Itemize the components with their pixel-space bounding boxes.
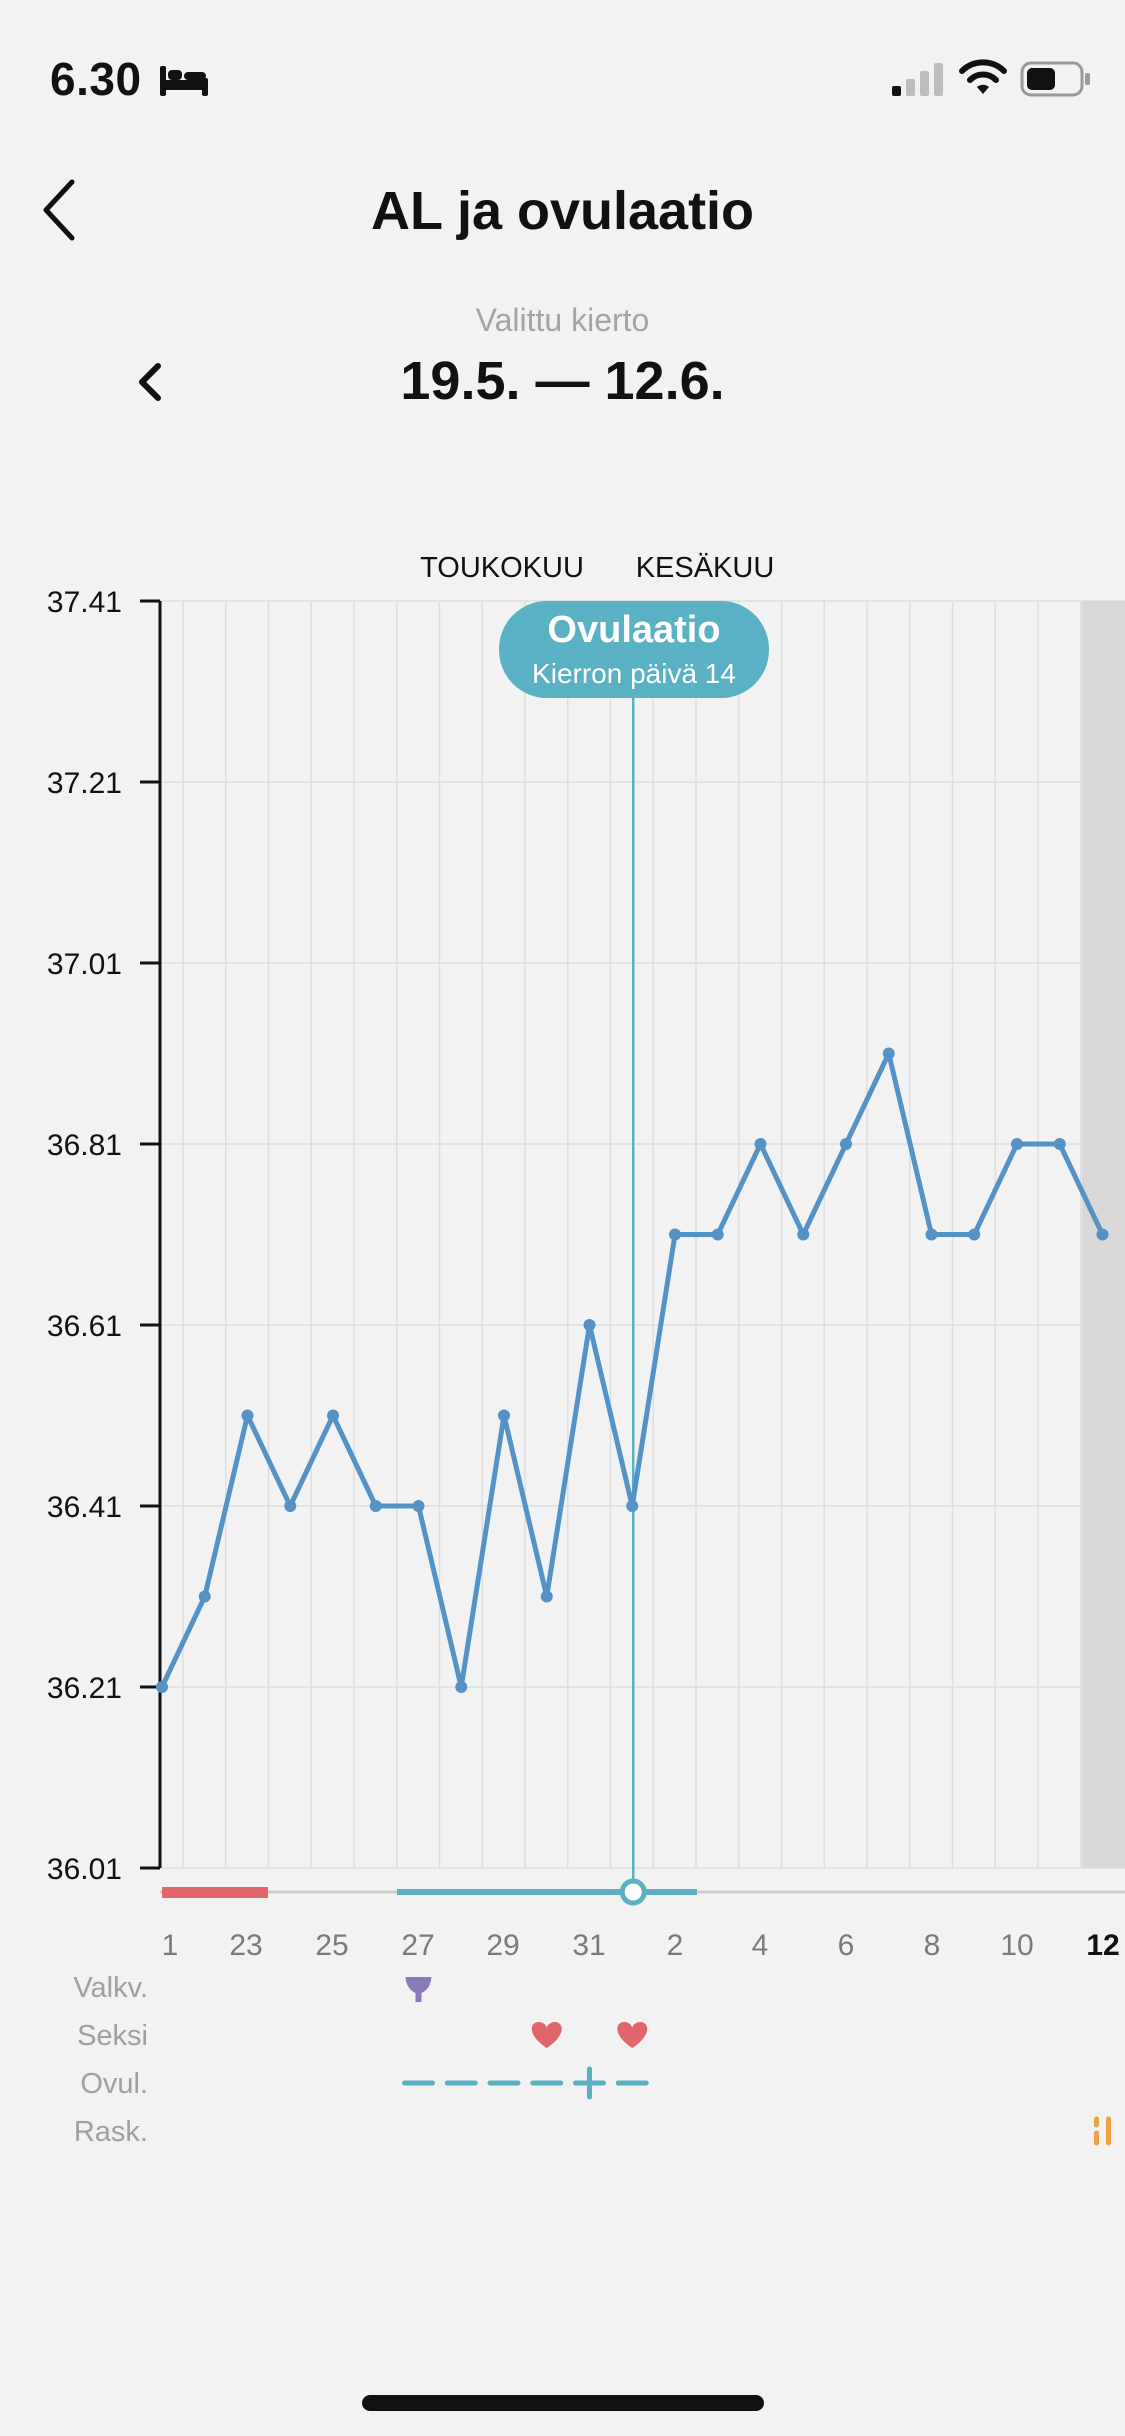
cycle-range: 19.5. — 12.6. (400, 351, 725, 411)
temperature-point (327, 1409, 339, 1422)
temperature-point (1011, 1138, 1023, 1150)
row-label: Rask. (74, 2116, 148, 2148)
pregnancy-test-icon (1094, 2116, 1111, 2146)
x-tick-label: 1 (162, 1929, 179, 1962)
x-tick-label: 8 (924, 1929, 941, 1962)
temperature-point (156, 1681, 168, 1693)
x-tick-label: 27 (401, 1929, 434, 1962)
ovulation-test-icon (573, 2066, 606, 2100)
y-tick-label: 36.01 (47, 1853, 122, 1886)
temperature-point (968, 1228, 981, 1241)
ovulation-bubble: Ovulaatio Kierron päivä 14 (499, 601, 769, 698)
home-indicator[interactable] (362, 2395, 764, 2411)
page-title: AL ja ovulaatio (370, 181, 755, 241)
temperature-chart[interactable]: 37.41 37.21 37.01 36.81 36.61 36.41 36.21 36.01… (0, 540, 1125, 2180)
temperature-point (882, 1047, 895, 1060)
chevron-left-icon (43, 179, 75, 241)
row-label: Valkv. (73, 1972, 148, 2004)
row-label: Ovul. (80, 2068, 148, 2100)
temperature-point (412, 1500, 425, 1512)
x-tick-label: 12 (1086, 1929, 1119, 1962)
temperature-point (711, 1228, 724, 1241)
temperature-point (198, 1590, 211, 1603)
heart-icon (617, 2022, 648, 2048)
temperature-point (540, 1590, 553, 1603)
y-tick-label: 36.21 (47, 1672, 122, 1705)
month-label: TOUKOKUU (420, 552, 584, 584)
x-tick-label: 10 (1000, 1929, 1033, 1962)
bed-icon (160, 66, 208, 96)
temperature-point (840, 1138, 852, 1150)
y-tick-label: 36.61 (47, 1310, 122, 1343)
month-label: KESÄKUU (636, 552, 775, 584)
temperature-point (669, 1228, 681, 1241)
ovulation-subtitle: Kierron päivä 14 (532, 658, 736, 689)
temperature-point (754, 1138, 767, 1150)
ovulation-handle (619, 1878, 647, 1906)
cervical-fluid-icon (405, 1977, 432, 2002)
temperature-point (369, 1500, 382, 1512)
temperature-point (925, 1228, 938, 1241)
back-button[interactable] (30, 170, 90, 250)
wifi-icon (959, 59, 1007, 94)
x-tick-label: 4 (752, 1929, 769, 1962)
temperature-point (626, 1500, 639, 1512)
heart-icon (531, 2022, 562, 2048)
x-tick-label: 2 (667, 1929, 684, 1962)
chevron-left-icon (139, 363, 161, 401)
y-tick-label: 37.41 (47, 586, 122, 619)
period-bar (162, 1887, 268, 1898)
signal-icon (892, 63, 943, 96)
y-tick-label: 36.41 (47, 1491, 122, 1524)
cycle-caption: Valittu kierto (475, 302, 650, 338)
temperature-point (797, 1228, 810, 1241)
previous-cycle-button[interactable] (126, 352, 176, 412)
x-tick-label: 29 (486, 1929, 519, 1962)
temperature-point (498, 1409, 510, 1422)
ovulation-bubble-bg (499, 601, 769, 698)
fertile-window-bar (397, 1889, 697, 1895)
temperature-point (284, 1500, 297, 1512)
temperature-point (1096, 1228, 1109, 1241)
y-tick-label: 37.01 (47, 948, 122, 981)
y-tick-label: 37.21 (47, 767, 122, 800)
x-tick-label: 23 (229, 1929, 262, 1962)
x-tick-label: 6 (838, 1929, 855, 1962)
temperature-point (241, 1409, 254, 1422)
temperature-point (455, 1681, 468, 1693)
temperature-point (583, 1319, 596, 1331)
status-time: 6.30 (50, 53, 142, 105)
x-tick-label: 25 (315, 1929, 348, 1962)
battery-icon (1020, 61, 1090, 97)
y-tick-label: 36.81 (47, 1129, 122, 1162)
x-tick-label: 31 (572, 1929, 605, 1962)
ovulation-title: Ovulaatio (547, 609, 720, 651)
row-label: Seksi (77, 2020, 148, 2052)
temperature-point (1053, 1138, 1066, 1150)
